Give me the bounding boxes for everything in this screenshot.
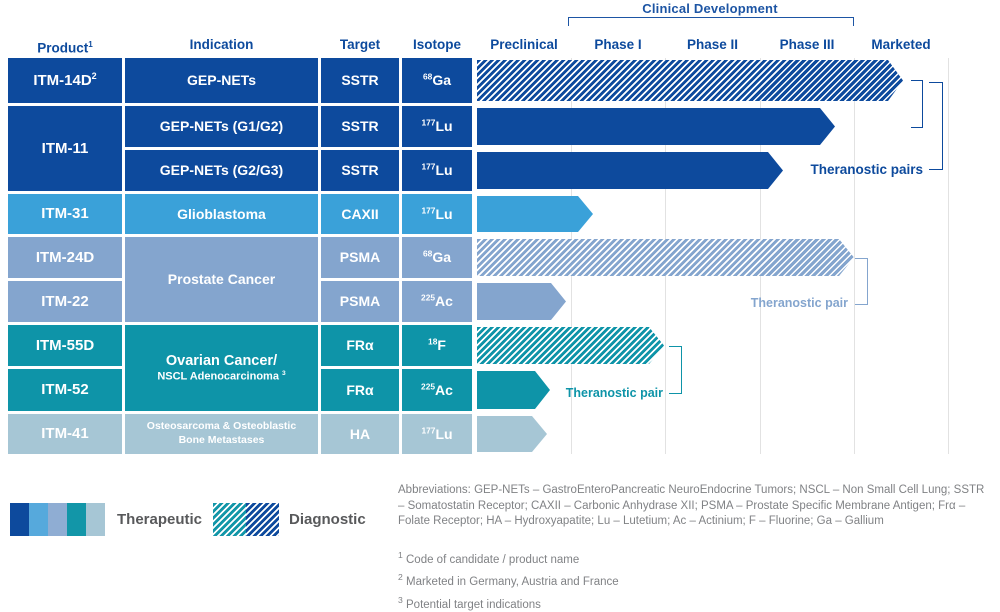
stage-header-marketed: Marketed	[871, 37, 931, 52]
theranostic-pairs-label: Theranostic pairs	[810, 162, 923, 177]
isotope-cell: 225Ac	[402, 281, 472, 322]
legend-therapeutic-swatches	[10, 503, 105, 536]
theranostic-pair-bracket-ovarian	[669, 346, 682, 394]
isotope-cell: 68Ga	[402, 237, 472, 278]
indication-cell: GEP-NETs (G1/G2)	[125, 106, 318, 147]
product-cell: ITM-55D	[8, 325, 122, 366]
product-cell: ITM-22	[8, 281, 122, 322]
gridline	[948, 58, 949, 454]
legend-swatch-steel	[48, 503, 67, 536]
pipeline-bar-itm52	[477, 371, 550, 409]
footnote-2: 2 Marketed in Germany, Austria and Franc…	[398, 572, 619, 589]
legend-swatch-navy	[10, 503, 29, 536]
isotope-cell: 177Lu	[402, 194, 472, 234]
isotope-cell: 68Ga	[402, 58, 472, 103]
isotope-cell: 225Ac	[402, 369, 472, 411]
footnote-1: 1 Code of candidate / product name	[398, 550, 580, 566]
gridline	[854, 58, 855, 454]
target-cell: SSTR	[321, 106, 399, 147]
indication-cell: Glioblastoma	[125, 194, 318, 234]
theranostic-pair-label-prostate: Theranostic pair	[750, 296, 848, 310]
legend-diagnostic-label: Diagnostic	[289, 511, 366, 528]
abbreviations-text: Abbreviations: GEP-NETs – GastroEnteroPa…	[398, 484, 985, 527]
legend-swatch-light	[86, 503, 105, 536]
product-cell: ITM-31	[8, 194, 122, 234]
isotope-cell: 177Lu	[402, 106, 472, 147]
legend-swatch-navy-hatched	[246, 503, 279, 536]
target-cell: FRα	[321, 369, 399, 411]
legend-swatch-sky	[29, 503, 48, 536]
pipeline-bar-itm31	[477, 196, 593, 232]
legend-therapeutic-label: Therapeutic	[117, 511, 203, 528]
indication-cell: Osteosarcoma & Osteoblastic Bone Metasta…	[125, 414, 318, 454]
clinical-development-title: Clinical Development	[642, 1, 778, 16]
pipeline-bar-itm11-g1g2	[477, 108, 835, 145]
pipeline-bar-itm24d	[477, 239, 854, 276]
theranostic-pair-label-ovarian: Theranostic pair	[565, 386, 663, 400]
product-cell: ITM-11	[8, 106, 122, 191]
target-cell: CAXII	[321, 194, 399, 234]
target-cell: SSTR	[321, 150, 399, 191]
theranostic-pair-bracket-prostate	[855, 258, 868, 305]
stage-header-phase2: Phase II	[686, 37, 739, 52]
isotope-cell: 18F	[402, 325, 472, 366]
product-cell: ITM-14D2	[8, 58, 122, 103]
column-header-product: Product1	[37, 40, 93, 56]
theranostic-pairs-bracket-outer	[929, 82, 943, 170]
target-cell: FRα	[321, 325, 399, 366]
product-cell: ITM-52	[8, 369, 122, 411]
footnote-3: 3 Potential target indications	[398, 594, 541, 611]
column-header-indication: Indication	[189, 37, 254, 52]
indication-cell: GEP-NETs (G2/G3)	[125, 150, 318, 191]
stage-header-phase1: Phase I	[594, 37, 642, 52]
column-header-isotope: Isotope	[412, 37, 461, 52]
pipeline-table: ITM-14D2 GEP-NETs SSTR 68Ga ITM-11 GEP-N…	[8, 58, 472, 454]
pipeline-bar-itm14d	[477, 60, 903, 101]
target-cell: PSMA	[321, 281, 399, 322]
legend-swatch-teal	[67, 503, 86, 536]
column-header-target: Target	[339, 37, 381, 52]
pipeline-bar-itm55d	[477, 327, 664, 364]
legend-swatch-teal-hatched	[213, 503, 246, 536]
isotope-cell: 177Lu	[402, 150, 472, 191]
pipeline-bar-itm11-g2g3	[477, 152, 783, 189]
target-cell: SSTR	[321, 58, 399, 103]
stage-header-preclinical: Preclinical	[490, 37, 558, 52]
isotope-cell: 177Lu	[402, 414, 472, 454]
target-cell: HA	[321, 414, 399, 454]
pipeline-bar-itm22	[477, 283, 566, 320]
pipeline-bar-itm41	[477, 416, 547, 452]
clinical-development-bracket	[568, 17, 854, 26]
indication-cell: Ovarian Cancer/ NSCL Adenocarcinoma 3	[125, 325, 318, 411]
stage-header-phase3: Phase III	[779, 37, 835, 52]
indication-cell: GEP-NETs	[125, 58, 318, 103]
product-cell: ITM-41	[8, 414, 122, 454]
legend-diagnostic-swatches	[213, 503, 279, 536]
indication-cell: Prostate Cancer	[125, 237, 318, 322]
target-cell: PSMA	[321, 237, 399, 278]
theranostic-pairs-bracket-inner	[911, 80, 923, 128]
footnotes: 1 Code of candidate / product name 2 Mar…	[398, 549, 619, 612]
product-cell: ITM-24D	[8, 237, 122, 278]
